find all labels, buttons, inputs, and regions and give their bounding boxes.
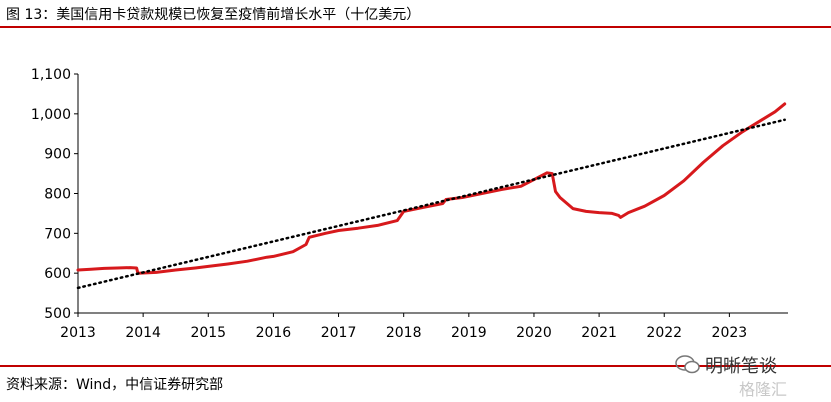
- y-tick-label: 900: [44, 147, 71, 163]
- watermark-text: 明晰笔谈: [705, 356, 777, 377]
- y-tick-label: 600: [44, 266, 71, 282]
- source-note: 资料来源：Wind，中信证券研究部: [6, 377, 224, 393]
- x-tick-label: 2014: [125, 325, 161, 341]
- watermark: 明晰笔谈 格隆汇: [675, 350, 825, 400]
- y-tick-label: 1,000: [31, 107, 71, 123]
- x-tick-label: 2015: [190, 325, 226, 341]
- x-tick-label: 2013: [60, 325, 96, 341]
- x-tick-label: 2021: [581, 325, 617, 341]
- x-tick-label: 2023: [712, 325, 748, 341]
- x-tick-label: 2018: [386, 325, 422, 341]
- y-tick-label: 800: [44, 187, 71, 203]
- title-divider: [0, 26, 831, 28]
- x-tick-label: 2017: [321, 325, 357, 341]
- line-chart: 500 600 700 800 900 1,000 1,100 2013 2014 2015 201…: [31, 67, 788, 341]
- y-tick-label: 700: [44, 226, 71, 242]
- credit-card-loans-line: [76, 102, 787, 275]
- figure-title: 图 13：美国信用卡贷款规模已恢复至疫情前增长水平（十亿美元）: [6, 7, 421, 23]
- y-tick-label: 500: [44, 306, 71, 322]
- x-tick-label: 2016: [256, 325, 292, 341]
- x-tick-label: 2022: [646, 325, 682, 341]
- trend-line: [76, 118, 786, 290]
- wechat-icon: [675, 355, 700, 374]
- watermark-brand: 格隆汇: [739, 380, 788, 399]
- source-divider: [0, 365, 831, 367]
- x-tick-label: 2020: [516, 325, 552, 341]
- y-tick-label: 1,100: [31, 67, 71, 83]
- x-tick-label: 2019: [451, 325, 487, 341]
